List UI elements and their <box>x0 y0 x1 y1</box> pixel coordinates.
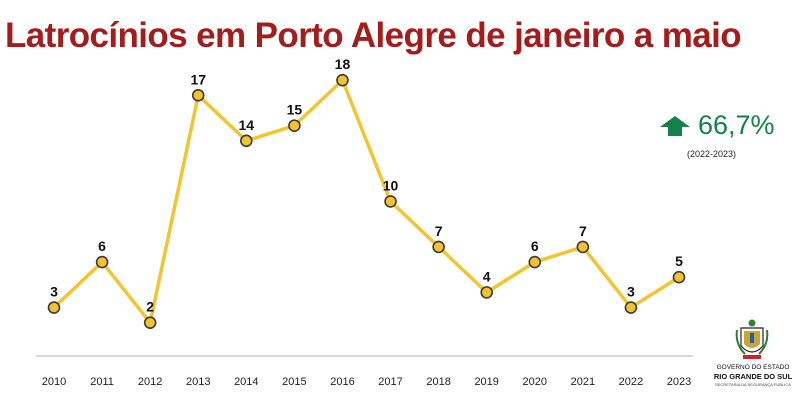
data-point-2020 <box>528 255 542 269</box>
data-point-2012 <box>143 316 157 329</box>
logo-line-1: GOVERNO DO ESTADO <box>716 364 790 371</box>
x-tick-label-2021: 2021 <box>571 376 595 388</box>
series-group <box>52 78 680 325</box>
change-indicator: 66,7% (2022-2023) <box>660 110 780 170</box>
data-label-2017: 10 <box>383 177 399 193</box>
points-group <box>47 73 686 329</box>
data-label-2012: 2 <box>146 299 154 315</box>
x-tick-label-2023: 2023 <box>667 376 691 388</box>
x-tick-label-2017: 2017 <box>378 376 402 388</box>
data-labels-group: 3 6 2 17 14 15 18 10 7 4 6 7 3 5 <box>50 56 683 315</box>
logo-line-3: SECRETARIA DA SEGURANÇA PÚBLICA <box>715 382 791 387</box>
data-label-2015: 15 <box>287 102 303 118</box>
government-logo: GOVERNO DO ESTADO RIO GRANDE DO SUL SECR… <box>712 318 794 398</box>
data-label-2022: 3 <box>627 284 635 300</box>
x-tick-label-2022: 2022 <box>619 376 643 388</box>
x-tick-label-2012: 2012 <box>138 376 162 388</box>
data-label-2023: 5 <box>675 253 683 269</box>
x-tick-label-2016: 2016 <box>330 376 354 388</box>
change-value: 66,7% <box>698 110 775 140</box>
x-tick-label-2015: 2015 <box>282 376 306 388</box>
data-point-2014 <box>240 134 253 148</box>
data-point-2022 <box>624 301 638 314</box>
data-label-2021: 7 <box>579 223 587 239</box>
data-point-2016 <box>336 73 349 87</box>
data-label-2014: 14 <box>239 117 255 133</box>
data-label-2019: 4 <box>483 268 491 284</box>
data-point-2017 <box>384 195 397 208</box>
data-point-2019 <box>480 286 493 299</box>
data-label-2018: 7 <box>435 223 443 239</box>
data-point-2013 <box>191 89 205 102</box>
arrow-up-icon <box>660 116 690 136</box>
data-point-2015 <box>288 119 301 132</box>
series-line <box>52 78 680 325</box>
data-point-2010 <box>47 301 61 314</box>
data-point-2021 <box>576 240 590 254</box>
x-tick-label-2010: 2010 <box>42 376 66 388</box>
crest-icon <box>735 319 769 359</box>
data-label-2011: 6 <box>98 238 106 254</box>
x-tick-labels-group: 2010 2011 2012 2013 2014 2015 2016 2017 2018 2019… <box>42 376 691 388</box>
data-label-2016: 18 <box>335 56 351 72</box>
x-tick-label-2014: 2014 <box>234 376 258 388</box>
x-tick-label-2013: 2013 <box>186 376 210 388</box>
logo-line-2: RIO GRANDE DO SUL <box>713 372 793 381</box>
chart-title: Latrocínios em Porto Alegre de janeiro a… <box>5 16 742 55</box>
data-label-2013: 17 <box>190 71 206 87</box>
data-point-2011 <box>95 255 109 269</box>
x-tick-label-2020: 2020 <box>523 376 547 388</box>
x-tick-label-2019: 2019 <box>474 376 498 388</box>
x-tick-label-2011: 2011 <box>90 376 114 388</box>
data-point-2018 <box>432 240 445 254</box>
x-tick-label-2018: 2018 <box>426 376 450 388</box>
change-period: (2022-2023) <box>687 149 737 159</box>
data-point-2023 <box>672 270 686 284</box>
data-label-2010: 3 <box>50 284 58 300</box>
data-label-2020: 6 <box>531 238 539 254</box>
